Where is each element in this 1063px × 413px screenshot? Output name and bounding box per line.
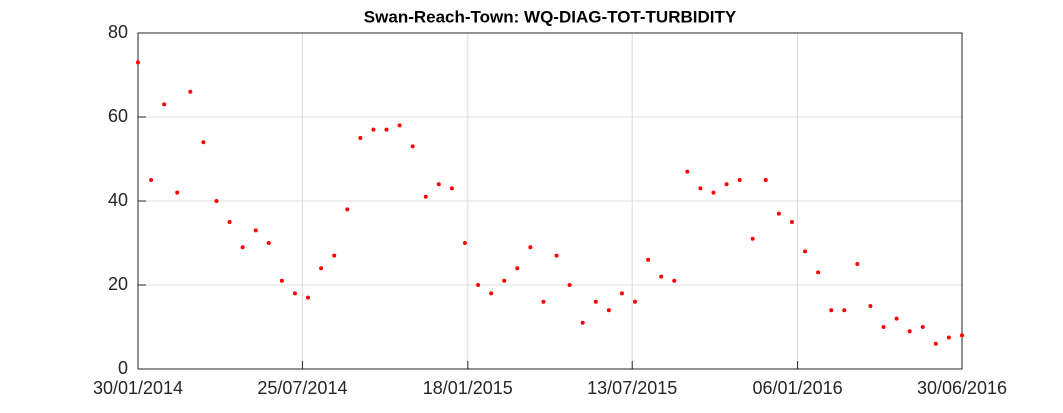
point — [358, 136, 363, 140]
chart-title: Swan-Reach-Town: WQ-DIAG-TOT-TURBIDITY — [364, 7, 737, 26]
point — [685, 169, 690, 174]
point — [279, 278, 284, 283]
point — [946, 335, 951, 340]
point — [920, 325, 925, 329]
y-tick-label: 40 — [108, 190, 128, 210]
x-tick-label: 13/07/2015 — [587, 378, 677, 398]
point — [907, 329, 912, 334]
point — [894, 316, 899, 321]
y-tick-label: 80 — [108, 22, 128, 42]
point — [201, 140, 206, 145]
point — [240, 245, 245, 250]
y-tick-label: 0 — [118, 358, 128, 378]
point — [175, 190, 180, 195]
point — [567, 283, 572, 287]
point — [162, 102, 167, 107]
point — [855, 262, 860, 266]
point — [816, 270, 821, 275]
point — [423, 194, 428, 199]
point — [593, 299, 598, 304]
point — [750, 236, 755, 241]
point — [371, 127, 376, 132]
point — [776, 211, 781, 216]
point — [960, 333, 964, 338]
point — [829, 308, 834, 313]
point — [724, 182, 729, 187]
point — [633, 299, 638, 304]
y-tick-label: 60 — [108, 106, 128, 126]
point — [253, 228, 258, 233]
point — [672, 278, 677, 283]
point — [332, 253, 337, 258]
point — [476, 283, 481, 287]
point — [646, 257, 651, 262]
x-tick-label: 06/01/2016 — [753, 378, 843, 398]
point — [659, 274, 664, 279]
x-tick-label: 18/01/2015 — [423, 378, 513, 398]
point — [528, 245, 533, 250]
point — [449, 186, 454, 191]
point — [489, 291, 494, 296]
x-tick-label: 30/01/2014 — [93, 378, 183, 398]
point — [554, 253, 559, 258]
point — [842, 308, 847, 313]
point — [515, 266, 520, 271]
point — [214, 199, 219, 203]
point — [881, 325, 886, 329]
point — [136, 60, 140, 65]
x-tick-label: 25/07/2014 — [257, 378, 347, 398]
point — [319, 266, 324, 271]
point — [292, 291, 297, 296]
point — [580, 320, 585, 325]
point — [606, 308, 611, 313]
point — [410, 144, 415, 149]
point — [306, 295, 311, 300]
axes-box — [137, 32, 963, 370]
point — [868, 304, 873, 308]
point — [541, 299, 546, 304]
point — [698, 186, 703, 191]
point — [188, 89, 193, 94]
point — [436, 182, 441, 187]
point — [933, 341, 938, 346]
point — [803, 249, 808, 254]
point — [737, 178, 742, 182]
point — [149, 178, 154, 182]
point — [462, 241, 467, 245]
point — [619, 291, 624, 296]
point — [227, 220, 232, 224]
point — [711, 190, 716, 195]
point — [789, 220, 794, 224]
point — [763, 178, 768, 182]
point — [345, 207, 350, 212]
point — [397, 123, 402, 128]
point — [384, 127, 389, 132]
x-tick-label: 30/06/2016 — [917, 378, 1007, 398]
point — [502, 278, 507, 283]
y-tick-label: 20 — [108, 274, 128, 294]
point — [266, 241, 271, 245]
